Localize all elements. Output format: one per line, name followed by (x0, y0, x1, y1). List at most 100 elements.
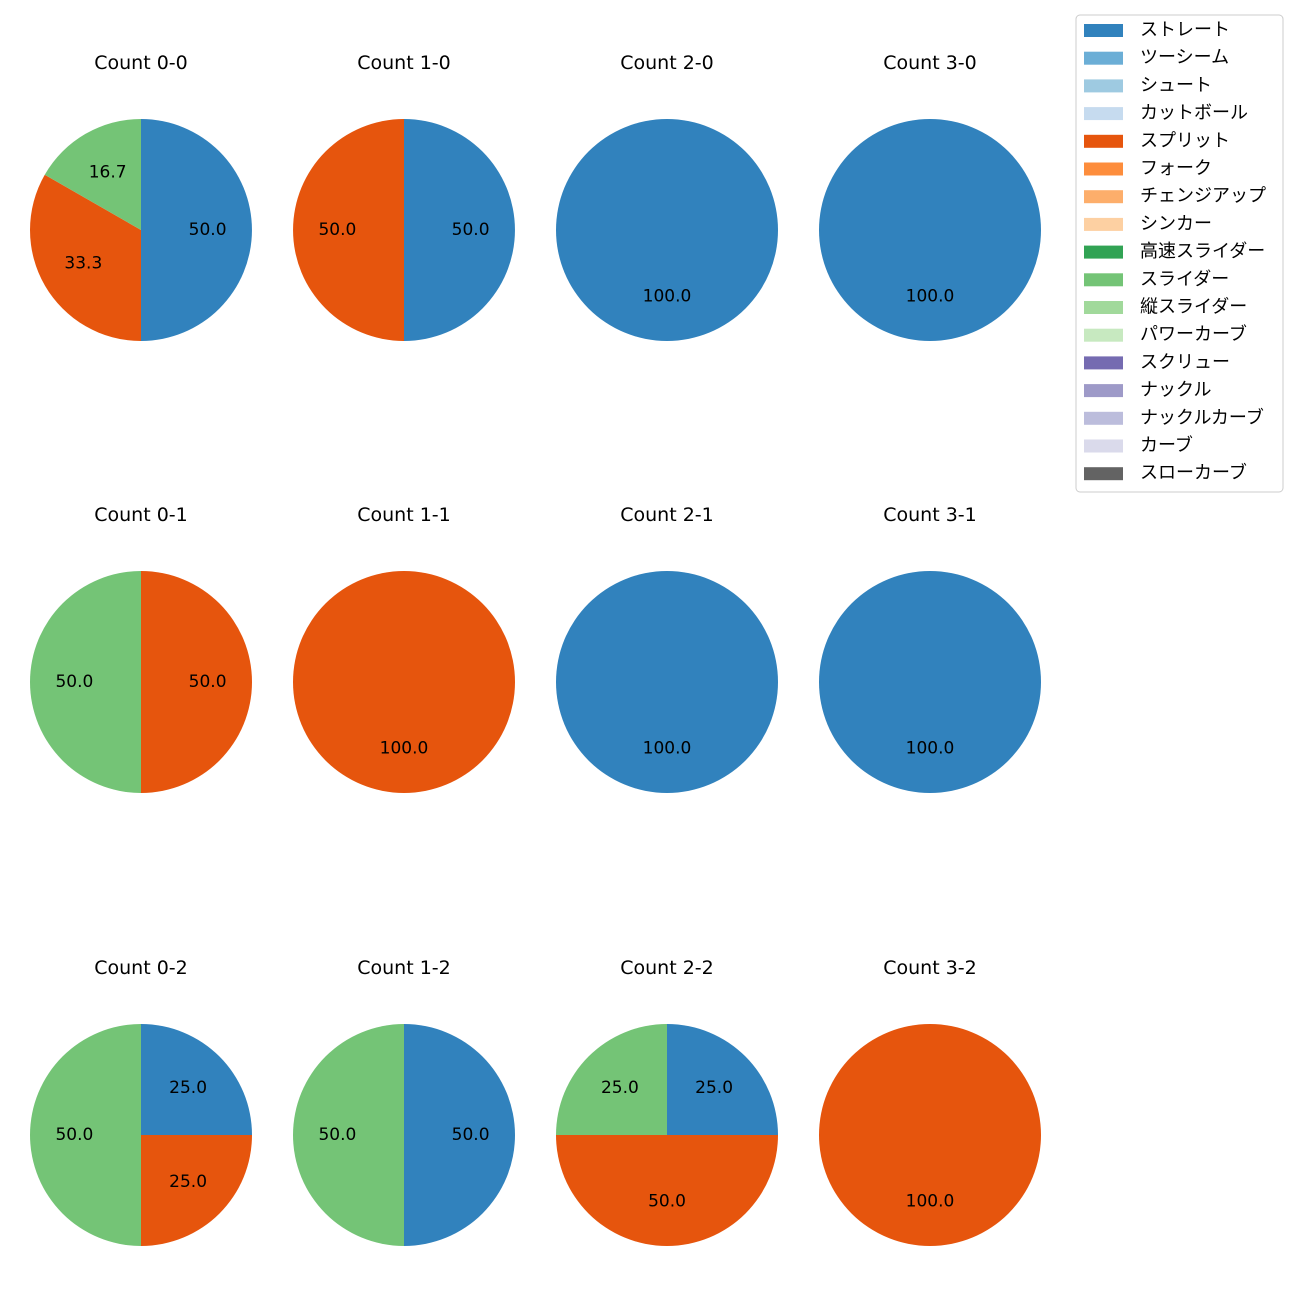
slice-label: 100.0 (643, 287, 692, 307)
legend-label: スローカーブ (1140, 462, 1247, 484)
pie-slice (404, 1024, 515, 1246)
legend-label: スプリット (1140, 130, 1230, 151)
pie-title: Count 3-1 (883, 504, 977, 526)
legend-item: スプリット (1084, 130, 1230, 151)
legend-label: チェンジアップ (1140, 186, 1266, 207)
legend-swatch (1084, 107, 1123, 121)
legend-swatch (1084, 384, 1123, 398)
legend-item: フォーク (1084, 158, 1212, 179)
legend-label: スライダー (1140, 269, 1229, 290)
slice-label: 50.0 (318, 220, 356, 240)
pie-4: Count 3-0 100.0 (819, 52, 1041, 341)
legend-swatch (1084, 301, 1123, 314)
slice-label: 50.0 (55, 672, 93, 692)
legend-item: ツーシーム (1084, 47, 1229, 68)
pie-slice (30, 1024, 141, 1246)
pie-title: Count 0-0 (94, 52, 188, 74)
slice-label: 25.0 (169, 1078, 207, 1098)
slice-label: 50.0 (452, 1125, 490, 1145)
legend-item: スライダー (1084, 269, 1229, 290)
legend-swatch (1084, 190, 1123, 204)
pie-title: Count 1-0 (357, 52, 451, 74)
slice-label: 100.0 (643, 739, 692, 759)
slice-label: 50.0 (189, 220, 227, 240)
pie-slice (556, 119, 778, 341)
legend-label: 縦スライダー (1140, 297, 1247, 318)
pie-slice (819, 119, 1041, 341)
legend-swatch (1084, 217, 1123, 231)
legend-item: スクリュー (1084, 352, 1230, 373)
legend-label: ナックル (1140, 380, 1211, 401)
legend-label: フォーク (1140, 158, 1212, 179)
pie-1: Count 0-0 50.0 33.3 16.7 (30, 52, 252, 341)
legend-swatch (1084, 51, 1123, 65)
pie-12: Count 3-2 100.0 (819, 957, 1041, 1246)
pie-6: Count 1-1 100.0 (293, 504, 515, 793)
pie-title: Count 3-0 (883, 52, 977, 74)
pie-slice (667, 1024, 778, 1135)
pie-title: Count 2-1 (620, 504, 714, 526)
legend-label: カーブ (1140, 434, 1193, 456)
legend-swatch (1084, 245, 1123, 259)
pie-slice (141, 1135, 252, 1246)
legend-swatch (1084, 162, 1123, 176)
legend-swatch (1084, 356, 1123, 370)
slice-label: 50.0 (452, 220, 490, 240)
legend-label: シュート (1140, 75, 1212, 96)
pie-10: Count 1-2 50.0 50.0 (293, 957, 515, 1246)
pie-9: Count 0-2 25.0 25.0 50.0 (30, 957, 252, 1246)
slice-label: 50.0 (189, 672, 227, 692)
pie-slice (141, 1024, 252, 1135)
legend-swatch (1084, 411, 1123, 425)
legend-item: シンカー (1084, 213, 1212, 234)
pie-slice (293, 119, 404, 341)
pie-slice (30, 174, 141, 341)
pie-slice (44, 119, 142, 230)
slice-label: 100.0 (906, 739, 955, 759)
slice-label: 100.0 (906, 287, 955, 307)
pie-5: Count 0-1 50.0 50.0 (30, 504, 252, 793)
legend-swatch (1084, 328, 1123, 342)
legend-item: カットボール (1084, 103, 1248, 124)
legend-item: シュート (1084, 75, 1212, 96)
pie-slice (293, 1024, 404, 1246)
legend: ストレートツーシームシュートカットボールスプリットフォークチェンジアップシンカー… (1075, 14, 1284, 493)
slice-label: 50.0 (648, 1192, 686, 1212)
pie-slice (141, 571, 252, 793)
pie-title: Count 0-2 (94, 957, 188, 979)
legend-item: 縦スライダー (1084, 297, 1247, 318)
legend-item: パワーカーブ (1084, 323, 1247, 345)
legend-label: シンカー (1140, 213, 1212, 234)
slice-label: 50.0 (55, 1125, 93, 1145)
pie-title: Count 1-2 (357, 957, 451, 979)
pie-title: Count 0-1 (94, 504, 188, 526)
legend-label: スクリュー (1140, 352, 1230, 373)
legend-swatch (1084, 79, 1123, 93)
legend-item: ナックルカーブ (1084, 406, 1264, 428)
slice-label: 25.0 (601, 1078, 639, 1098)
legend-label: 高速スライダー (1140, 241, 1265, 262)
pie-slice (293, 571, 515, 793)
legend-label: カットボール (1140, 103, 1248, 124)
slice-label: 50.0 (318, 1125, 356, 1145)
slice-label: 25.0 (695, 1078, 733, 1098)
pie-3: Count 2-0 100.0 (556, 52, 778, 341)
legend-label: ナックルカーブ (1140, 406, 1264, 428)
pie-title: Count 2-0 (620, 52, 714, 74)
legend-item: カーブ (1084, 434, 1193, 456)
slice-label: 100.0 (380, 739, 429, 759)
legend-swatch (1084, 467, 1123, 481)
legend-label: パワーカーブ (1140, 323, 1247, 345)
slice-label: 16.7 (89, 162, 127, 182)
pie-slice (404, 119, 515, 341)
legend-item: チェンジアップ (1084, 186, 1266, 207)
legend-swatch (1084, 24, 1123, 37)
pie-title: Count 2-2 (620, 957, 714, 979)
legend-swatch (1084, 439, 1123, 453)
pie-title: Count 1-1 (357, 504, 451, 526)
pie-slice (556, 571, 778, 793)
legend-item: スローカーブ (1084, 462, 1247, 484)
pie-title: Count 3-2 (883, 957, 977, 979)
